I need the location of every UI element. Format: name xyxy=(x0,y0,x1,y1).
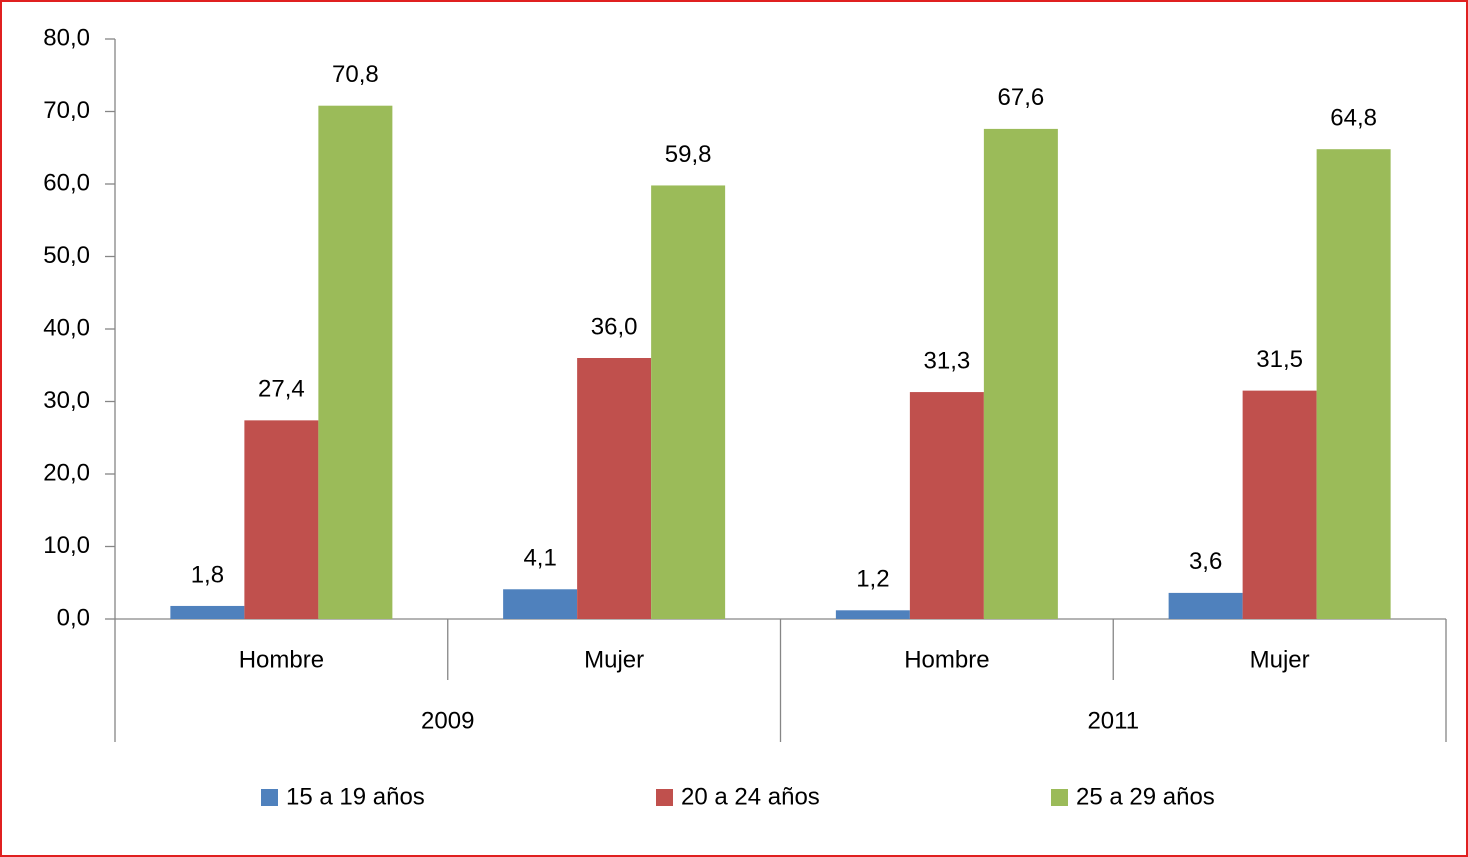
value-label: 27,4 xyxy=(258,376,305,403)
x-tick-label: Hombre xyxy=(239,646,324,673)
legend-label: 20 a 24 años xyxy=(681,783,820,810)
legend-swatch xyxy=(1051,789,1068,806)
value-label: 70,8 xyxy=(332,61,379,88)
value-label: 4,1 xyxy=(523,545,556,572)
value-label: 64,8 xyxy=(1330,105,1377,132)
y-tick-label: 60,0 xyxy=(43,169,90,196)
y-tick-label: 20,0 xyxy=(43,459,90,486)
legend-label: 25 a 29 años xyxy=(1076,783,1215,810)
value-label: 1,8 xyxy=(191,561,224,588)
x-tick-label: Hombre xyxy=(904,646,989,673)
group-label: 2011 xyxy=(1087,707,1139,734)
value-label: 1,2 xyxy=(856,566,889,593)
bar xyxy=(577,358,652,619)
bar xyxy=(1316,149,1391,619)
value-label: 67,6 xyxy=(998,84,1045,111)
bar xyxy=(1168,592,1243,619)
y-tick-label: 40,0 xyxy=(43,314,90,341)
y-tick-label: 50,0 xyxy=(43,242,90,269)
x-tick-label: Mujer xyxy=(584,646,644,673)
value-label: 36,0 xyxy=(591,313,638,340)
value-label: 31,5 xyxy=(1256,346,1303,373)
bar xyxy=(170,605,245,619)
x-tick-label: Mujer xyxy=(1250,646,1310,673)
value-label: 3,6 xyxy=(1189,548,1222,575)
bar xyxy=(503,589,578,619)
legend-swatch xyxy=(261,789,278,806)
y-tick-label: 10,0 xyxy=(43,532,90,559)
bar xyxy=(318,105,393,619)
y-tick-label: 0,0 xyxy=(57,604,90,631)
bar xyxy=(244,420,319,619)
bar xyxy=(909,392,984,619)
bar xyxy=(651,185,726,619)
bar xyxy=(835,610,910,619)
bar xyxy=(983,128,1058,619)
y-tick-label: 70,0 xyxy=(43,97,90,124)
legend-swatch xyxy=(656,789,673,806)
y-tick-label: 80,0 xyxy=(43,24,90,51)
legend-label: 15 a 19 años xyxy=(286,783,425,810)
value-label: 59,8 xyxy=(665,141,712,168)
y-tick-label: 30,0 xyxy=(43,387,90,414)
value-label: 31,3 xyxy=(924,347,971,374)
bar xyxy=(1242,390,1317,619)
group-label: 2009 xyxy=(421,707,474,734)
